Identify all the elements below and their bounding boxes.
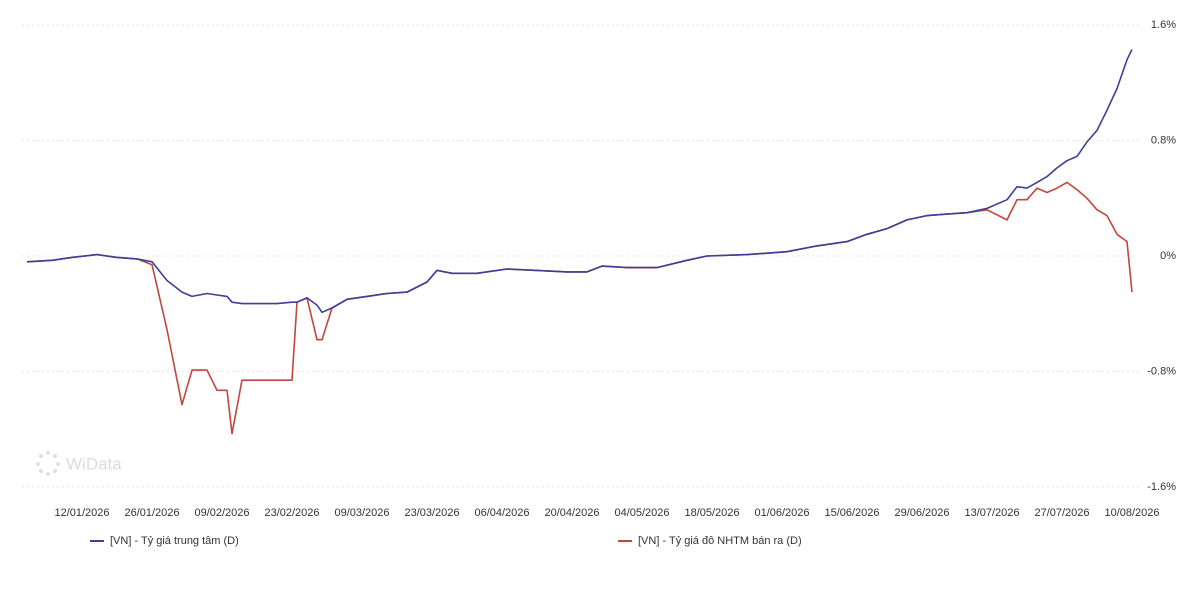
legend-label: [VN] - Tỷ giá trung tâm (D) <box>110 535 239 547</box>
x-tick-label: 06/04/2026 <box>474 507 529 519</box>
watermark-logo <box>36 451 60 476</box>
x-tick-label: 04/05/2026 <box>614 507 669 519</box>
x-tick-label: 12/01/2026 <box>54 507 109 519</box>
series-line <box>26 181 1133 435</box>
x-tick-label: 15/06/2026 <box>824 507 879 519</box>
y-tick-label: 0% <box>1160 250 1176 262</box>
y-tick-label: 1.6% <box>1151 19 1176 31</box>
y-tick-label: 0.8% <box>1151 134 1176 146</box>
x-tick-label: 20/04/2026 <box>544 507 599 519</box>
legend-label: [VN] - Tỷ giá đô NHTM bán ra (D) <box>638 535 802 547</box>
x-tick-label: 29/06/2026 <box>894 507 949 519</box>
x-tick-label: 10/08/2026 <box>1104 507 1159 519</box>
x-tick-label: 18/05/2026 <box>684 507 739 519</box>
y-tick-label: -0.8% <box>1147 365 1176 377</box>
x-tick-label: 26/01/2026 <box>124 507 179 519</box>
x-tick-label: 23/02/2026 <box>264 507 319 519</box>
x-tick-label: 01/06/2026 <box>754 507 809 519</box>
y-tick-label: -1.6% <box>1147 481 1176 493</box>
watermark: WiData <box>66 454 122 473</box>
series-line <box>26 49 1133 314</box>
x-tick-label: 09/03/2026 <box>334 507 389 519</box>
x-tick-label: 09/02/2026 <box>194 507 249 519</box>
x-tick-label: 13/07/2026 <box>964 507 1019 519</box>
x-tick-label: 27/07/2026 <box>1034 507 1089 519</box>
x-tick-label: 23/03/2026 <box>404 507 459 519</box>
